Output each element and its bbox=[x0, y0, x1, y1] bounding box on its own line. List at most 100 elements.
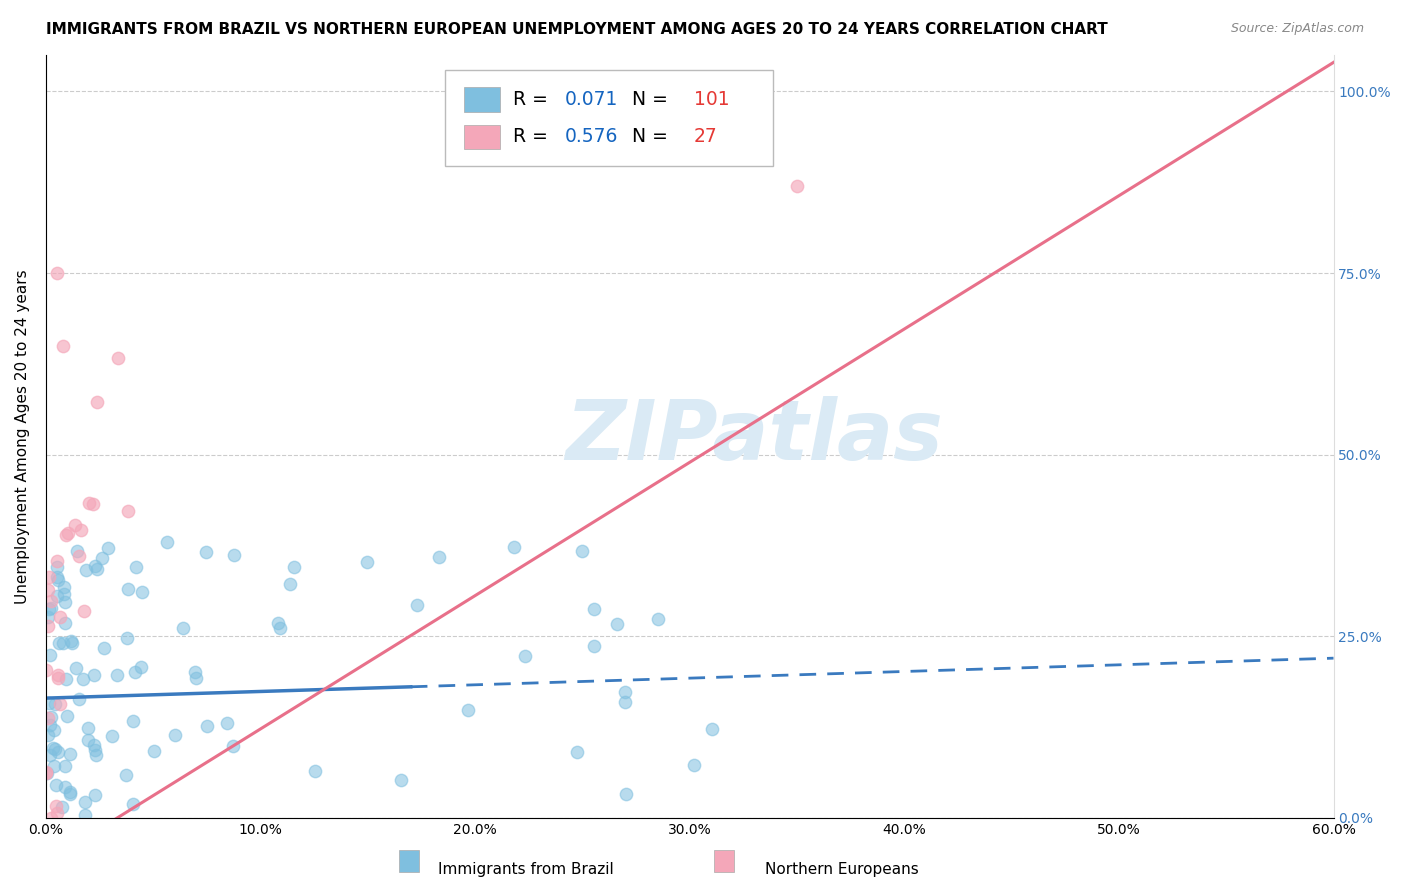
Bar bbox=[399, 850, 419, 872]
Point bbox=[55, 672, 77, 686]
Point bbox=[84, 788, 107, 802]
Point bbox=[86, 395, 108, 409]
Point bbox=[53, 780, 76, 794]
Point bbox=[86, 562, 108, 576]
Point bbox=[44, 742, 66, 756]
Point bbox=[42, 723, 65, 737]
Point bbox=[41, 710, 63, 724]
Point bbox=[73, 807, 96, 822]
Point bbox=[60, 634, 83, 648]
Point bbox=[82, 497, 104, 511]
Point bbox=[46, 672, 69, 686]
Point bbox=[124, 665, 146, 679]
Point bbox=[46, 745, 69, 759]
Point bbox=[52, 635, 75, 649]
Point bbox=[55, 527, 77, 541]
Point bbox=[55, 616, 77, 631]
Point bbox=[513, 648, 536, 663]
Point bbox=[267, 616, 290, 631]
Point bbox=[75, 796, 97, 810]
Point bbox=[52, 339, 75, 353]
Point bbox=[105, 668, 128, 682]
Point bbox=[79, 496, 101, 510]
Point bbox=[39, 600, 62, 615]
Point bbox=[45, 778, 67, 792]
Point bbox=[427, 549, 450, 564]
Point bbox=[269, 621, 291, 635]
Point bbox=[614, 787, 637, 801]
Point bbox=[565, 745, 588, 759]
Point bbox=[35, 766, 58, 780]
Point bbox=[38, 696, 60, 710]
Point bbox=[49, 609, 72, 624]
Point bbox=[125, 560, 148, 574]
Point bbox=[35, 764, 58, 779]
Point bbox=[122, 797, 145, 811]
Text: R =: R = bbox=[513, 128, 554, 146]
Point bbox=[283, 560, 305, 574]
Text: 27: 27 bbox=[693, 128, 717, 146]
Point bbox=[38, 602, 60, 616]
Point bbox=[156, 534, 179, 549]
Point bbox=[52, 580, 75, 594]
Point bbox=[46, 554, 69, 568]
Point bbox=[37, 583, 59, 598]
Text: ZIPatlas: ZIPatlas bbox=[565, 396, 943, 477]
Point bbox=[222, 548, 245, 562]
Point bbox=[63, 517, 86, 532]
Point bbox=[37, 711, 59, 725]
Point bbox=[73, 604, 96, 618]
Point bbox=[53, 595, 76, 609]
Point bbox=[58, 787, 80, 801]
Point bbox=[37, 610, 59, 624]
Point bbox=[117, 504, 139, 518]
Y-axis label: Unemployment Among Ages 20 to 24 years: Unemployment Among Ages 20 to 24 years bbox=[15, 269, 30, 604]
Point bbox=[582, 601, 605, 615]
Bar bbox=[714, 850, 734, 872]
Point bbox=[101, 729, 124, 743]
Point bbox=[83, 668, 105, 682]
Point bbox=[107, 351, 129, 366]
Point bbox=[38, 570, 60, 584]
Point bbox=[97, 541, 120, 555]
Point bbox=[45, 570, 67, 584]
Point bbox=[45, 266, 67, 280]
Point bbox=[51, 800, 73, 814]
Point bbox=[83, 738, 105, 752]
Point bbox=[278, 577, 301, 591]
Point bbox=[356, 555, 378, 569]
Point bbox=[582, 639, 605, 653]
Point bbox=[122, 714, 145, 728]
Point bbox=[45, 560, 67, 574]
Point bbox=[115, 631, 138, 645]
Point bbox=[90, 550, 112, 565]
Point bbox=[48, 636, 70, 650]
Text: Immigrants from Brazil: Immigrants from Brazil bbox=[399, 863, 613, 877]
Point bbox=[42, 759, 65, 773]
Point bbox=[786, 178, 808, 193]
Point bbox=[77, 721, 100, 735]
Point bbox=[389, 773, 412, 788]
Point bbox=[42, 741, 65, 756]
Point bbox=[39, 748, 62, 763]
FancyBboxPatch shape bbox=[464, 87, 501, 112]
Point bbox=[83, 742, 105, 756]
Text: IMMIGRANTS FROM BRAZIL VS NORTHERN EUROPEAN UNEMPLOYMENT AMONG AGES 20 TO 24 YEA: IMMIGRANTS FROM BRAZIL VS NORTHERN EUROP… bbox=[45, 22, 1108, 37]
Point bbox=[65, 661, 87, 675]
Text: Source: ZipAtlas.com: Source: ZipAtlas.com bbox=[1230, 22, 1364, 36]
Point bbox=[129, 660, 152, 674]
Point bbox=[60, 635, 83, 649]
Point bbox=[304, 764, 326, 778]
Point bbox=[172, 621, 194, 635]
Point bbox=[66, 544, 89, 558]
Text: N =: N = bbox=[620, 90, 673, 109]
Point bbox=[48, 668, 70, 682]
Point bbox=[405, 598, 427, 612]
FancyBboxPatch shape bbox=[464, 125, 501, 149]
Point bbox=[163, 728, 186, 742]
Text: Northern Europeans: Northern Europeans bbox=[725, 863, 920, 877]
Point bbox=[184, 665, 207, 679]
Point bbox=[49, 697, 72, 711]
Point bbox=[39, 594, 62, 608]
Point bbox=[77, 732, 100, 747]
